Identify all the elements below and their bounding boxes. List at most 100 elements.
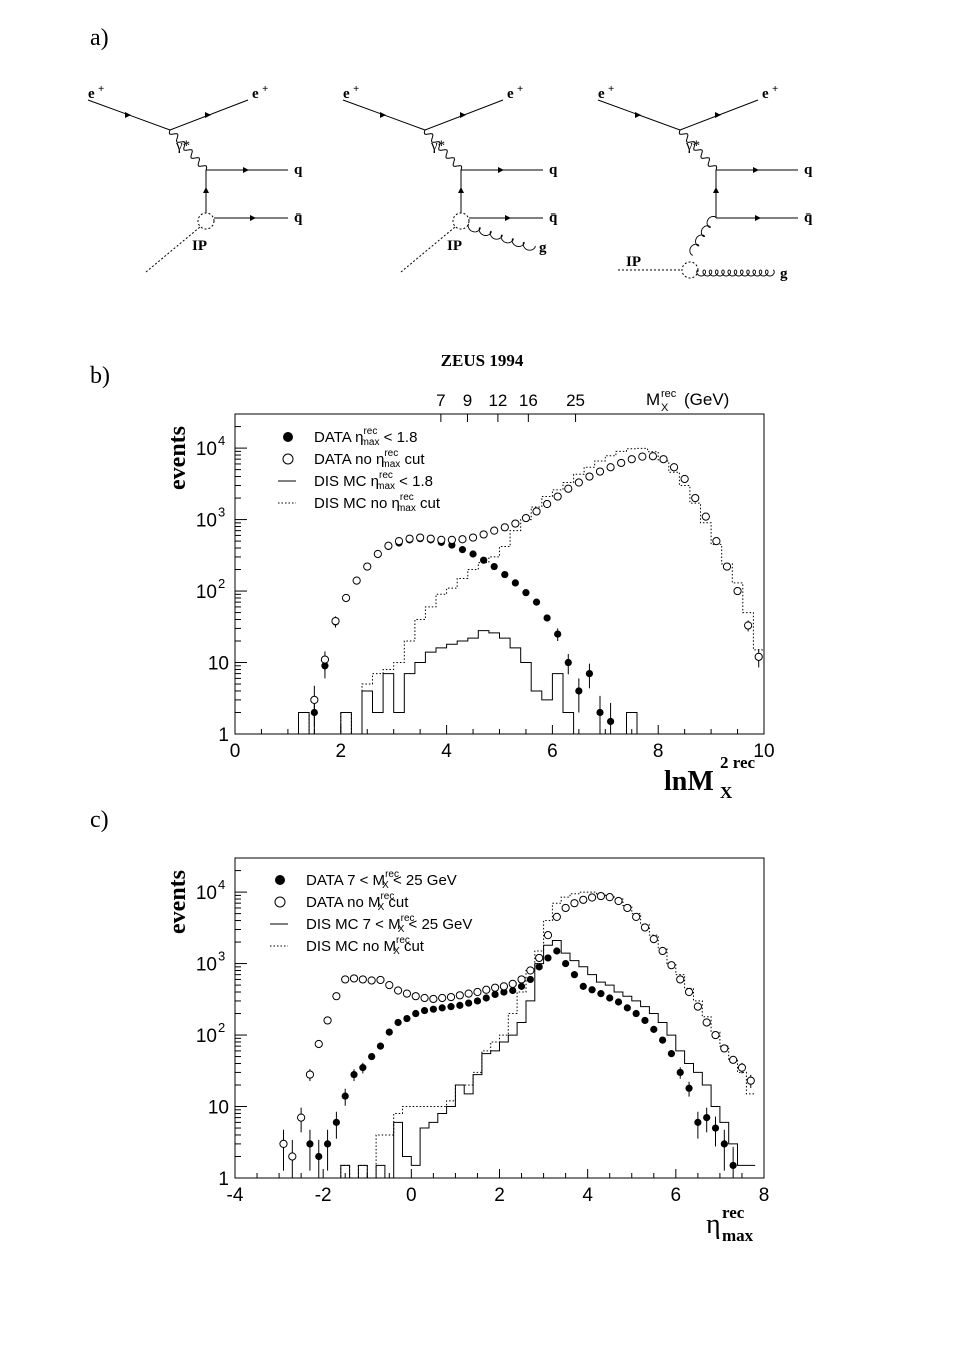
legend-label: DATA ηrec max < 1.8: [314, 426, 417, 448]
label-eplus-in-sup: +: [98, 83, 104, 95]
data-point-cut: [323, 1140, 332, 1148]
data-point-nocut: [693, 1002, 702, 1011]
data-point-nocut: [627, 455, 636, 464]
data-point-cut: [596, 708, 604, 717]
data-point-nocut: [473, 987, 482, 997]
y-axis-label: events: [165, 426, 191, 490]
data-point-cut: [667, 1050, 676, 1058]
data-point-nocut: [543, 499, 552, 509]
data-point-nocut: [341, 593, 351, 603]
data-point-nocut: [429, 994, 438, 1004]
label-gamma: γ*: [685, 138, 700, 154]
fermion-arrow: [715, 112, 721, 118]
data-point-cut: [412, 1009, 420, 1018]
data-point-cut: [341, 1092, 349, 1100]
data-point-nocut: [733, 586, 742, 596]
histogram-dis-mc-nocut: [279, 891, 756, 1179]
data-point-nocut: [446, 992, 456, 1002]
data-point-nocut: [297, 1113, 306, 1122]
y-tick-label: 10: [208, 1098, 229, 1119]
label-antiquark: q̄: [294, 210, 303, 226]
y-tick-label: 10: [196, 883, 217, 904]
x-tick-label: 4: [441, 741, 452, 762]
data-point-cut: [394, 1018, 402, 1027]
data-point-cut: [438, 1004, 446, 1012]
data-point-cut: [482, 994, 490, 1002]
data-point-cut: [676, 1068, 684, 1077]
data-point-nocut: [587, 893, 597, 902]
data-point-nocut: [420, 993, 429, 1003]
data-point-nocut: [352, 576, 361, 585]
label-pomeron: IP: [192, 238, 207, 254]
data-point-nocut: [585, 472, 594, 481]
legend-marker-open: [274, 896, 286, 908]
label-eplus-out-sup: +: [772, 83, 778, 95]
y-tick-label: 10: [196, 955, 217, 976]
data-point-nocut: [385, 980, 394, 990]
data-point-nocut: [517, 975, 526, 984]
data-point-nocut: [411, 992, 420, 1001]
histogram-dis-mc-nocut: [287, 447, 764, 735]
label-pomeron: IP: [447, 238, 462, 254]
data-point-cut: [306, 1140, 314, 1148]
data-point-cut: [659, 1036, 667, 1044]
legend-label: DIS MC 7 < Mrec X < 25 GeV: [306, 913, 472, 935]
data-point-nocut: [669, 463, 679, 472]
data-point-nocut: [394, 536, 404, 546]
panel-label-c: c): [90, 807, 109, 833]
data-point-cut: [385, 1028, 393, 1036]
data-point-cut: [685, 1084, 693, 1092]
x-tick-label: 6: [547, 741, 558, 762]
fermion-arrow: [243, 167, 249, 173]
data-point-nocut: [438, 993, 447, 1003]
data-point-nocut: [579, 895, 588, 904]
y-tick-label: 10: [196, 511, 217, 532]
data-point-nocut: [605, 893, 614, 902]
data-point-nocut: [363, 562, 372, 571]
fermion-arrow: [505, 215, 511, 221]
legend-marker-filled: [283, 432, 293, 442]
y-tick-label: 1: [218, 725, 229, 746]
data-point-cut: [632, 1009, 640, 1018]
y-tick-exponent: 3: [218, 949, 225, 964]
data-point-nocut: [702, 1018, 711, 1027]
data-point-nocut: [570, 899, 579, 908]
data-point-nocut: [323, 1016, 332, 1025]
data-point-cut: [703, 1113, 711, 1122]
data-point-cut: [500, 988, 508, 996]
fermion-arrow: [250, 215, 256, 221]
pomeron-vertex: [452, 212, 470, 230]
fermion-arrow: [380, 112, 386, 118]
gluon-line: [689, 215, 717, 256]
data-point-cut: [570, 971, 579, 979]
label-gamma: γ*: [175, 138, 190, 154]
data-point-nocut: [500, 523, 509, 532]
data-point-cut: [332, 1118, 340, 1126]
fermion-arrow: [755, 215, 761, 221]
legend-marker-open: [282, 453, 294, 465]
data-point-cut: [522, 589, 530, 597]
data-point-nocut: [508, 979, 517, 988]
label-eplus-out: e: [762, 86, 769, 102]
data-point-cut: [579, 982, 587, 990]
data-point-nocut: [499, 982, 509, 991]
data-point-nocut: [490, 983, 500, 992]
fermion-arrow: [460, 112, 466, 118]
data-point-cut: [614, 998, 623, 1006]
fermion-arrow: [713, 187, 719, 193]
data-point-nocut: [310, 695, 319, 704]
data-point-nocut: [535, 953, 544, 963]
data-point-cut: [564, 658, 572, 667]
data-point-nocut: [331, 616, 340, 626]
data-point-nocut: [367, 976, 376, 985]
data-point-nocut: [564, 484, 573, 493]
data-point-nocut: [680, 474, 689, 484]
legend-label: DIS MC no ηrec max cut: [314, 492, 441, 514]
data-point-nocut: [521, 513, 531, 523]
top-axis-tick-label: 16: [519, 391, 538, 410]
data-point-nocut: [376, 975, 385, 985]
data-point-nocut: [648, 452, 658, 461]
data-point-nocut: [595, 467, 605, 476]
x-tick-label: 8: [759, 1185, 770, 1206]
